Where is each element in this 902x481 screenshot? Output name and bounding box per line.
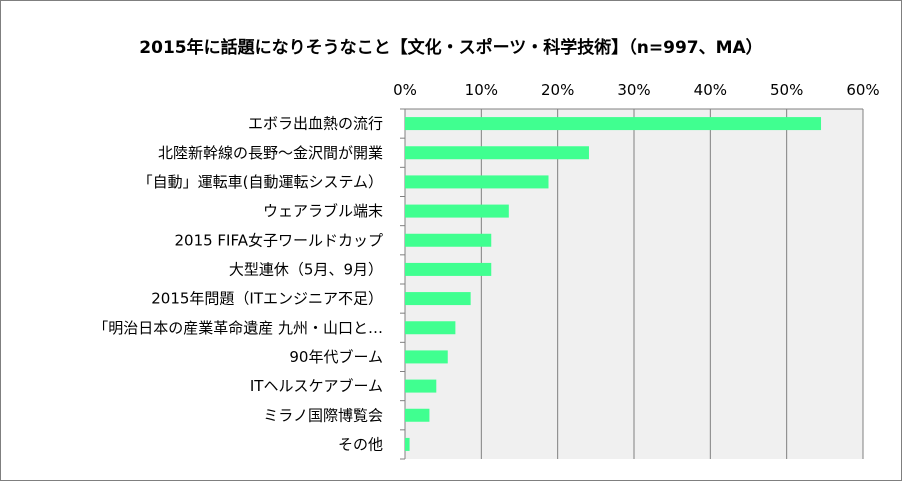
category-label: 2015 FIFA女子ワールドカップ: [174, 231, 383, 249]
category-label: 90年代ブーム: [289, 348, 383, 366]
bar: [405, 262, 492, 276]
x-tick-label: 0%: [393, 81, 417, 99]
bar: [405, 350, 448, 364]
x-tick-label: 20%: [541, 81, 574, 99]
bar: [405, 146, 589, 160]
bar: [405, 204, 509, 218]
category-label: 北陸新幹線の長野～金沢間が開業: [158, 144, 383, 162]
bar: [405, 233, 492, 247]
x-tick-label: 40%: [694, 81, 727, 99]
x-tick-label: 50%: [770, 81, 803, 99]
category-label: ウェアラブル端末: [263, 202, 383, 220]
category-label: 「明治日本の産業革命遺産 九州・山口と…: [93, 319, 383, 337]
category-label: その他: [338, 435, 383, 453]
bar: [405, 175, 549, 189]
category-label: ミラノ国際博覧会: [263, 406, 383, 424]
bar: [405, 321, 456, 335]
category-label: 「自動」運転車(自動運転システム）: [138, 173, 383, 191]
category-label: 大型連休（5月、9月）: [229, 260, 383, 278]
category-label: 2015年問題（ITエンジニア不足）: [151, 290, 383, 308]
x-tick-label: 60%: [846, 81, 879, 99]
bar: [405, 408, 430, 422]
category-label: ITヘルスケアブーム: [250, 377, 383, 395]
x-tick-label: 30%: [617, 81, 650, 99]
category-label: エボラ出血熱の流行: [248, 115, 383, 133]
chart-title: 2015年に話題になりそうなこと【文化・スポーツ・科学技術】（n=997、MA）: [139, 38, 763, 58]
bar: [405, 117, 822, 131]
bar: [405, 379, 437, 393]
bar: [405, 292, 471, 306]
x-tick-label: 10%: [465, 81, 498, 99]
bar: [405, 437, 410, 451]
